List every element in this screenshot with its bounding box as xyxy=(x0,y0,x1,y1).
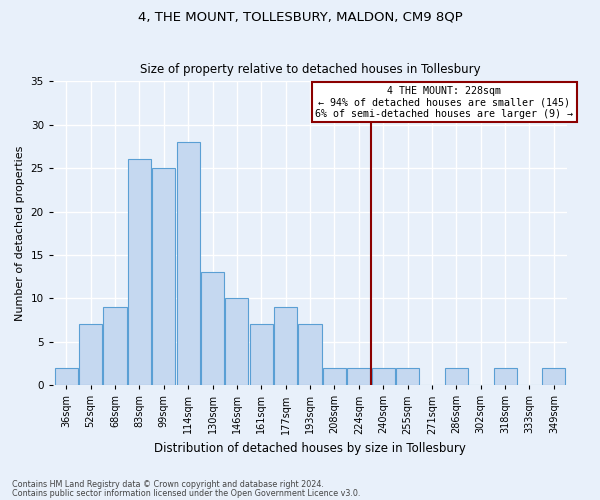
Bar xyxy=(396,368,419,385)
Bar xyxy=(152,168,175,385)
Bar xyxy=(445,368,468,385)
Bar xyxy=(323,368,346,385)
Bar xyxy=(226,298,248,385)
X-axis label: Distribution of detached houses by size in Tollesbury: Distribution of detached houses by size … xyxy=(154,442,466,455)
Title: Size of property relative to detached houses in Tollesbury: Size of property relative to detached ho… xyxy=(140,63,481,76)
Bar xyxy=(542,368,565,385)
Bar xyxy=(274,307,297,385)
Bar xyxy=(298,324,322,385)
Bar xyxy=(371,368,395,385)
Text: 4 THE MOUNT: 228sqm
← 94% of detached houses are smaller (145)
6% of semi-detach: 4 THE MOUNT: 228sqm ← 94% of detached ho… xyxy=(315,86,573,119)
Bar xyxy=(250,324,273,385)
Bar xyxy=(201,272,224,385)
Bar xyxy=(79,324,102,385)
Y-axis label: Number of detached properties: Number of detached properties xyxy=(15,146,25,321)
Bar xyxy=(176,142,200,385)
Bar xyxy=(494,368,517,385)
Bar xyxy=(103,307,127,385)
Bar xyxy=(55,368,78,385)
Text: 4, THE MOUNT, TOLLESBURY, MALDON, CM9 8QP: 4, THE MOUNT, TOLLESBURY, MALDON, CM9 8Q… xyxy=(137,10,463,23)
Text: Contains public sector information licensed under the Open Government Licence v3: Contains public sector information licen… xyxy=(12,488,361,498)
Text: Contains HM Land Registry data © Crown copyright and database right 2024.: Contains HM Land Registry data © Crown c… xyxy=(12,480,324,489)
Bar xyxy=(128,160,151,385)
Bar xyxy=(347,368,370,385)
